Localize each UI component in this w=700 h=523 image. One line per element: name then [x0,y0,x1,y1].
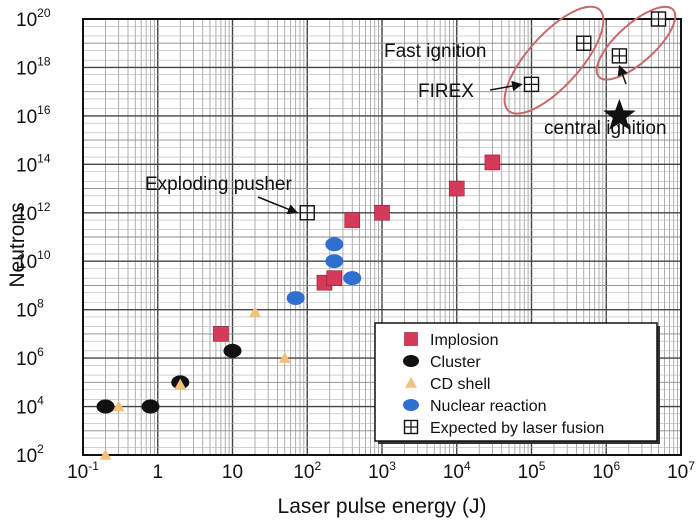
fast-ignition-ellipse [503,5,605,115]
plot-frame [82,18,682,456]
y-tick-label: 1012 [16,200,51,225]
point-implosion [344,212,361,228]
annotations: Fast ignition FIREX central ignition Exp… [145,41,667,195]
y-axis-title: Neutrons [6,202,29,287]
annotation-central-ignition: central ignition [544,118,667,139]
point-expected-by-laser-fusion [299,205,315,221]
point-cd-shell [112,400,125,412]
x-tick-label: 104 [443,459,471,483]
data-marks [96,11,667,460]
annotation-arrows [257,64,628,215]
y-tick-label: 1020 [16,6,51,31]
point-nuclear-reaction [286,291,305,306]
y-tick-label: 1010 [16,248,51,273]
legend-marker [403,399,419,411]
central-ignition-ellipse [595,5,677,81]
y-tick-label: 102 [16,442,44,467]
arrow-exploding-pusher [257,196,299,215]
point-nuclear-reaction [325,237,344,252]
point-nuclear-reaction [343,271,362,286]
point-cd-shell [99,449,112,460]
point-implosion [374,204,390,221]
point-expected-by-laser-fusion [611,48,628,64]
point-expected-by-laser-fusion [523,76,540,93]
legend-marker [405,377,417,388]
point-expected-by-laser-fusion [576,35,592,51]
point-implosion [448,180,465,197]
tick-labels: 10-1 1 10 102 103 104 105 106 107 102 104 106 108 101… [16,6,695,483]
y-tick-label: 108 [16,297,44,322]
y-tick-label: 104 [16,394,44,419]
legend-marker [403,355,419,367]
point-implosion [326,270,343,286]
legend-marker [404,332,418,346]
y-tick-label: 1016 [16,103,51,128]
point-implosion [484,154,501,171]
legend-label: Implosion [430,332,498,349]
ignition-ellipses [503,5,677,115]
annotation-exploding-pusher: Exploding pusher [145,174,292,195]
x-tick-label: 102 [293,459,321,483]
legend-label: Cluster [430,354,481,371]
x-axis-title: Laser pulse energy (J) [278,495,487,518]
point-expected-by-laser-fusion [650,11,667,27]
x-tick-label: 103 [368,459,396,483]
legend-label: Nuclear reaction [430,398,547,415]
x-tick-label: 10 [222,462,243,483]
legend-label: Expected by laser fusion [430,420,604,437]
central-ignition-star [603,98,636,130]
annotation-firex: FIREX [418,81,474,102]
point-cd-shell [278,352,291,363]
legend-label: CD shell [430,376,490,393]
point-cluster [96,399,115,414]
annotation-fast-ignition: Fast ignition [384,41,486,62]
point-implosion [213,326,229,342]
x-tick-label: 106 [592,459,620,483]
y-tick-label: 106 [16,345,44,370]
arrow-firex [489,80,523,92]
point-nuclear-reaction [325,254,344,269]
legend-marker [403,419,419,435]
point-cluster [223,343,242,358]
legend-box [374,322,658,442]
y-tick-label: 1014 [16,151,51,176]
x-tick-label: 105 [518,459,546,483]
y-tick-label: 1018 [16,54,51,79]
legend: Implosion Cluster CD shell Nuclear reaction… [374,322,660,444]
point-cd-shell [249,306,262,317]
point-cd-shell [174,378,187,390]
arrow-central-ignition [617,64,628,85]
x-tick-label: 10-1 [67,459,99,483]
x-tick-label: 1 [152,462,163,483]
x-tick-label: 107 [667,459,695,483]
point-cluster [141,399,160,414]
